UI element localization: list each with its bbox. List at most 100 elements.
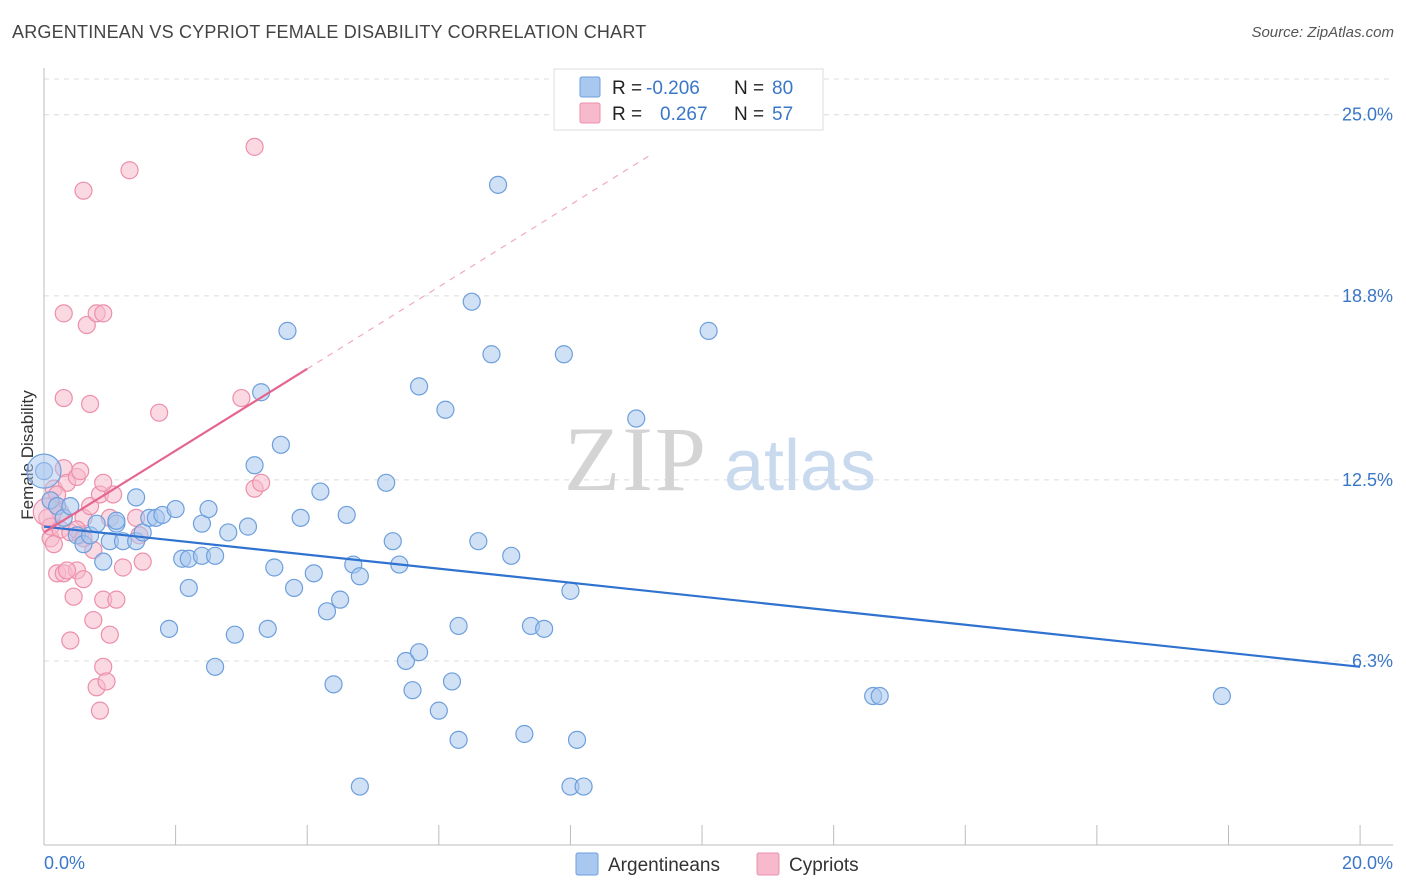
y-axis-label: Female Disability: [18, 390, 37, 520]
argentineans-point-62[interactable]: [488, 175, 508, 194]
y-tick-labels: 6.3% 12.5% 18.8% 25.0%: [1342, 105, 1393, 671]
cypriots-point-14[interactable]: [64, 587, 83, 606]
cypriots-point-50[interactable]: [44, 535, 63, 554]
argentineans-point-42[interactable]: [331, 590, 350, 609]
argentineans-point-72[interactable]: [627, 409, 646, 428]
cypriots-point-17[interactable]: [71, 462, 90, 481]
argentineans-point-36[interactable]: [284, 578, 304, 598]
watermark-atlas: atlas: [724, 426, 876, 506]
cypriots-point-47[interactable]: [252, 473, 271, 492]
cypriots-point-38[interactable]: [107, 590, 126, 609]
cypriots-point-40[interactable]: [120, 161, 139, 180]
bottom-legend-label-cypriots[interactable]: Cypriots: [789, 855, 859, 876]
argentineans-point-61[interactable]: [482, 345, 501, 364]
cypriots-point-19[interactable]: [74, 570, 93, 589]
argentineans-point-78[interactable]: [61, 497, 80, 516]
argentineans-point-33[interactable]: [265, 558, 284, 577]
argentineans-point-57[interactable]: [449, 730, 468, 749]
argentineans-point-79[interactable]: [107, 511, 126, 530]
argentineans-point-39[interactable]: [311, 482, 330, 501]
argentineans-point-47[interactable]: [377, 473, 396, 492]
cypriots-point-35[interactable]: [100, 625, 119, 644]
bottom-legend-label-argentineans[interactable]: Argentineans: [608, 855, 720, 876]
x-tick-label-min: 0.0%: [44, 853, 85, 873]
argentineans-point-37[interactable]: [291, 508, 310, 527]
cypriots-point-32[interactable]: [94, 304, 113, 323]
argentineans-point-75[interactable]: [870, 686, 889, 706]
cypriots-point-9[interactable]: [54, 388, 73, 408]
stats-legend: R = -0.206 N = 80 R = 0.267 N = 57: [553, 68, 824, 131]
cypriots-point-45[interactable]: [232, 388, 251, 408]
argentineans-point-76[interactable]: [1212, 686, 1232, 706]
cypriots-point-13[interactable]: [61, 631, 80, 650]
cypriots-point-34[interactable]: [97, 672, 116, 691]
argentineans-point-73[interactable]: [699, 321, 718, 340]
bottom-legend-swatch-argentineans[interactable]: [575, 852, 599, 876]
cypriots-point-44[interactable]: [150, 403, 169, 422]
argentineans-point-7[interactable]: [94, 552, 113, 571]
y-tick-label-1: 12.5%: [1342, 470, 1393, 490]
argentineans-point-21[interactable]: [179, 578, 198, 598]
argentineans-point-55[interactable]: [436, 400, 455, 419]
argentineans-point-60[interactable]: [469, 532, 488, 551]
cypriots-point-30[interactable]: [90, 701, 110, 720]
argentineans-point-71[interactable]: [574, 777, 593, 796]
cypriots-point-43[interactable]: [133, 552, 152, 571]
legend-swatch-cypriots: [579, 102, 601, 124]
argentineans-point-27[interactable]: [219, 523, 238, 542]
cypriots-point-39[interactable]: [113, 558, 133, 577]
argentineans-point-34[interactable]: [271, 435, 290, 454]
argentineans-point-26[interactable]: [205, 546, 225, 565]
cypriots-point-23[interactable]: [80, 394, 100, 414]
x-tick-label-max: 20.0%: [1342, 853, 1393, 873]
argentineans-point-45[interactable]: [350, 567, 369, 586]
cypriots-point-21[interactable]: [74, 181, 93, 200]
argentineans-point-cluster[interactable]: [26, 453, 62, 489]
cypriots-point-25[interactable]: [84, 610, 103, 630]
argentineans-point-51[interactable]: [403, 681, 422, 700]
cypriots-point-10[interactable]: [54, 304, 73, 323]
argentineans-point-18[interactable]: [166, 499, 185, 519]
argentineans-point-52[interactable]: [409, 377, 429, 396]
argentineans-point-66[interactable]: [535, 619, 554, 638]
argentineans-point-29[interactable]: [238, 517, 258, 536]
trend-lines: [43, 155, 1361, 668]
argentineans-point-67[interactable]: [554, 345, 573, 364]
argentineans-point-58[interactable]: [449, 616, 468, 636]
cypriots-point-22[interactable]: [77, 315, 96, 335]
y-tick-label-3: 25.0%: [1342, 105, 1393, 125]
argentineans-point-43[interactable]: [337, 505, 356, 525]
argentineans-point-41[interactable]: [324, 675, 343, 694]
argentineans-point-12[interactable]: [127, 488, 146, 507]
argentineans-point-30[interactable]: [245, 456, 264, 475]
argentineans-point-32[interactable]: [258, 619, 277, 638]
argentineans-point-64[interactable]: [515, 724, 534, 744]
argentineans-point-35[interactable]: [278, 321, 297, 340]
argentineans-point-69[interactable]: [561, 581, 580, 600]
argentineans-point-28[interactable]: [225, 625, 244, 644]
argentineans-point-6[interactable]: [87, 514, 106, 533]
argentineans-point-70[interactable]: [567, 730, 587, 749]
argentineans-point-53[interactable]: [409, 643, 429, 662]
cypriots-point-48[interactable]: [245, 137, 264, 156]
argentineans-point-25[interactable]: [205, 657, 225, 676]
cypriots-point-53[interactable]: [57, 561, 77, 580]
legend-n-label-cypriots: N =: [734, 104, 764, 125]
argentineans-point-40[interactable]: [317, 602, 337, 621]
y-tick-label-0: 6.3%: [1352, 651, 1393, 671]
legend-n-label-argentineans: N =: [734, 78, 764, 99]
argentineans-point-17[interactable]: [159, 619, 179, 638]
argentineans-point-54[interactable]: [429, 701, 448, 720]
argentineans-trend-line: [43, 525, 1361, 668]
cypriots-point-56[interactable]: [94, 473, 113, 492]
argentineans-point-50[interactable]: [396, 651, 416, 671]
argentineans-point-24[interactable]: [199, 499, 218, 519]
argentineans-point-56[interactable]: [442, 672, 462, 691]
legend-swatch-argentineans: [579, 76, 601, 98]
argentineans-point-38[interactable]: [304, 564, 323, 583]
argentineans-point-46[interactable]: [350, 777, 369, 796]
argentineans-point-59[interactable]: [462, 292, 481, 311]
bottom-legend-swatch-cypriots[interactable]: [756, 852, 780, 876]
argentineans-point-63[interactable]: [502, 546, 521, 565]
argentineans-point-48[interactable]: [383, 532, 402, 551]
